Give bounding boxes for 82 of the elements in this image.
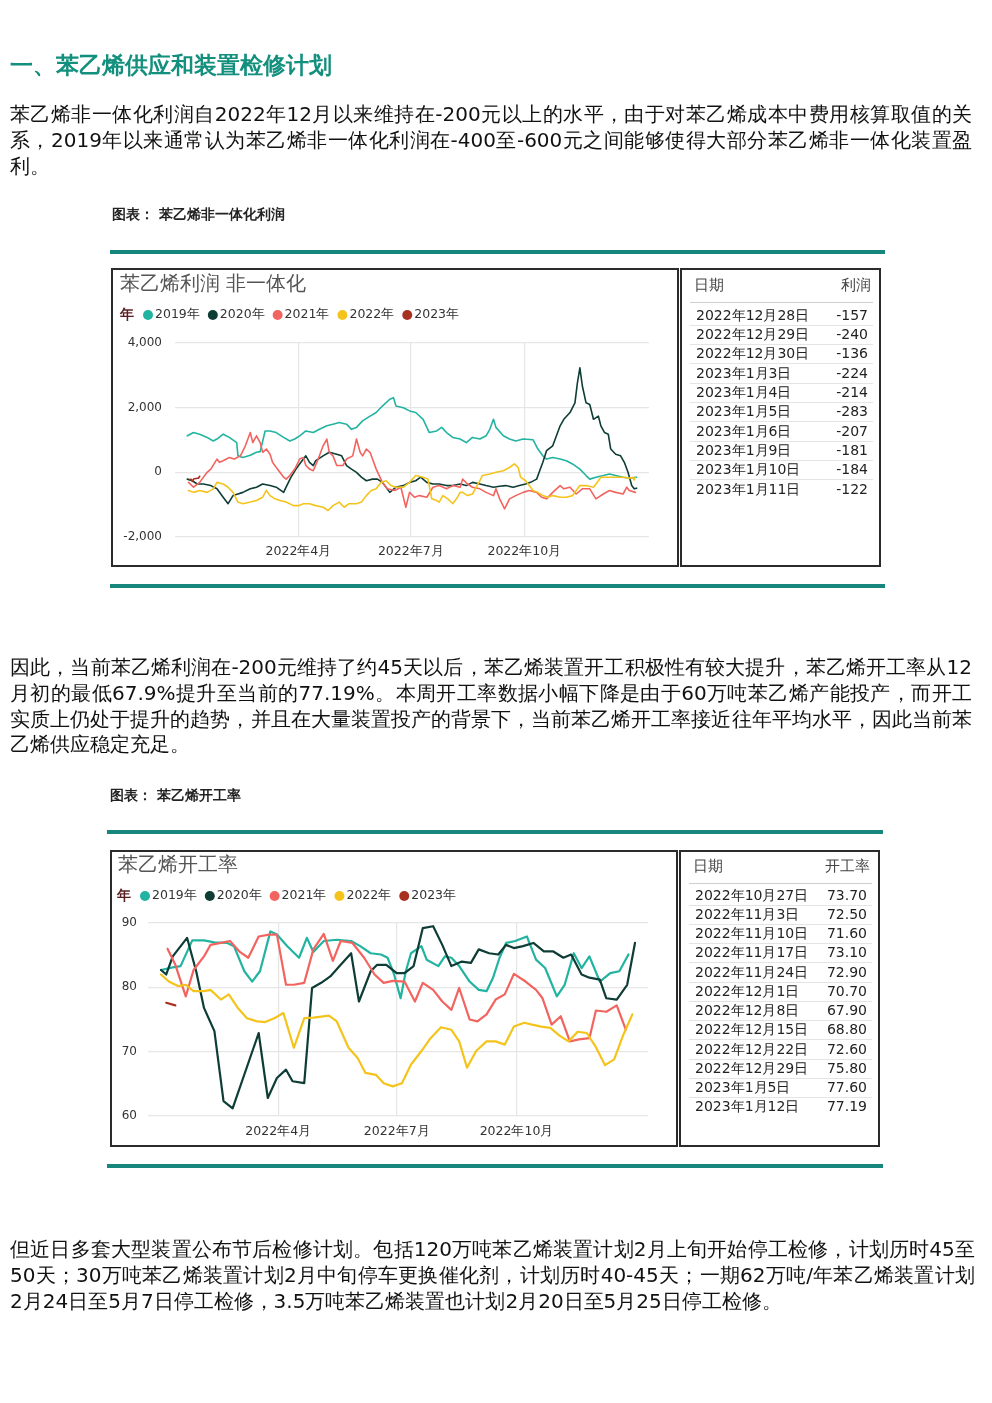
text: 72.50 <box>826 905 867 922</box>
chart-title: 苯乙烯开工率 <box>118 853 238 877</box>
category-label: 2023年1月5日 <box>695 1079 791 1097</box>
y-tick-label: 60 <box>121 1108 137 1123</box>
category-label: 2022年11月10日 <box>695 925 809 943</box>
text: 但近日多套大型装置公布节后检修计划。包括120万吨苯乙烯装置计划2月上旬开始停工检修，计划历时45至50天；30万吨苯乙烯装置计划2月中旬停车更换催化剂，计划历时40-45天；一期62万吨/年苯乙烯装置计划2月24日至5月7日停工检修，3.5万吨苯乙烯装置也计划2月20日至5月25日停工检修。 <box>10 1237 975 1315</box>
category-label: 2022年11月3日 <box>695 905 800 923</box>
category-label: 2022年12月29日 <box>695 1059 809 1077</box>
text: 图表： 苯乙烯开工率 <box>110 786 242 804</box>
data-label: -181 <box>836 441 868 459</box>
category-label: 2022年12月28日 <box>696 306 810 324</box>
text: 图表： 苯乙烯非一体化利润 <box>112 205 286 223</box>
legend-label: 2023年 <box>411 887 457 903</box>
category-label: 2023年1月12日 <box>695 1098 800 1116</box>
chart-title: 苯乙烯利润 非一体化 <box>120 272 307 296</box>
category-label: 2023年1月6日 <box>696 422 792 440</box>
text: 72.90 <box>826 963 867 980</box>
text: 77.19 <box>826 1098 867 1115</box>
legend-label: 2022年 <box>346 887 392 903</box>
category-label: 2023年1月5日 <box>696 403 792 421</box>
data-label: -207 <box>836 422 868 440</box>
category-label: 2022年11月17日 <box>695 944 809 962</box>
y-tick-label: 4,000 <box>127 335 162 350</box>
data-label: -224 <box>836 364 868 382</box>
category-label: 2022年12月30日 <box>696 345 810 363</box>
text: 71.60 <box>826 925 867 942</box>
data-label: -240 <box>836 325 868 343</box>
data-label: -136 <box>836 345 868 363</box>
data-label: -283 <box>836 403 868 421</box>
text: 日期 <box>694 276 724 294</box>
text: 因此，当前苯乙烯利润在-200元维持了约45天以后，苯乙烯装置开工积极性有较大提升，苯乙烯开工率从12月初的最低67.9%提升至当前的77.19%。本周开工率数据小幅下降是由于60万吨苯乙烯产能投产，而开工实质上仍处于提升的趋势，并且在大量装置投产的背景下，当前苯乙烯开工率接近往年平均水平，因此当前苯乙烯供应稳定充足。 <box>10 655 972 759</box>
category-label: 2022年12月22日 <box>695 1040 809 1058</box>
text: 日期 <box>693 857 723 875</box>
legend-label: 2019年 <box>152 887 197 903</box>
y-tick-label: -2,000 <box>123 529 162 544</box>
category-label: 2022年10月27日 <box>695 886 809 904</box>
text: 利润 <box>841 276 871 294</box>
category-label: 2022年12月15日 <box>695 1021 809 1039</box>
data-label: -214 <box>836 383 868 401</box>
legend-label: 2022年 <box>349 306 395 322</box>
data-label: -122 <box>836 480 868 498</box>
x-tick-label: 2022年4月 <box>245 1122 312 1138</box>
legend-label: 2021年 <box>281 887 327 903</box>
category-label: 2023年1月11日 <box>696 480 801 498</box>
legend-title: 年 <box>119 305 134 322</box>
x-tick-label: 2022年4月 <box>265 542 332 558</box>
x-tick-label: 2022年7月 <box>377 542 444 558</box>
x-tick-label: 2022年10月 <box>479 1122 554 1138</box>
text: 一、苯乙烯供应和装置检修计划 <box>10 51 333 79</box>
text: 68.80 <box>826 1021 867 1038</box>
category-label: 2023年1月3日 <box>696 364 792 382</box>
legend-label: 2021年 <box>284 306 330 322</box>
legend-title: 年 <box>116 886 131 903</box>
legend-label: 2020年 <box>216 887 262 903</box>
x-tick-label: 2022年7月 <box>363 1122 430 1138</box>
legend-label: 2019年 <box>155 306 200 322</box>
category-label: 2022年12月29日 <box>696 325 810 343</box>
text: 苯乙烯非一体化利润自2022年12月以来维持在-200元以上的水平，由于对苯乙烯成本中费用核算取值的关系，2019年以来通常认为苯乙烯非一体化利润在-400至-600元之间能够使得大部分苯乙烯非一体化装置盈利。 <box>10 102 972 180</box>
y-tick-label: 0 <box>154 464 162 479</box>
category-label: 2023年1月4日 <box>696 383 792 401</box>
text: 67.90 <box>826 1002 867 1019</box>
y-tick-label: 70 <box>121 1043 137 1058</box>
text: 77.60 <box>826 1079 867 1096</box>
y-tick-label: 80 <box>121 979 137 994</box>
category-label: 2022年12月1日 <box>695 982 800 1000</box>
category-label: 2022年12月8日 <box>695 1002 800 1020</box>
legend-label: 2023年 <box>414 306 460 322</box>
y-tick-label: 2,000 <box>127 399 162 414</box>
category-label: 2023年1月9日 <box>696 441 792 459</box>
data-label: -184 <box>836 461 868 479</box>
category-label: 2023年1月10日 <box>696 461 801 479</box>
text: 70.70 <box>826 982 867 999</box>
text: 73.10 <box>826 944 867 961</box>
x-tick-label: 2022年10月 <box>487 542 562 558</box>
text: 72.60 <box>826 1040 867 1057</box>
legend-label: 2020年 <box>219 306 265 322</box>
text: 73.70 <box>826 886 867 903</box>
y-tick-label: 90 <box>121 915 137 930</box>
category-label: 2022年11月24日 <box>695 963 809 981</box>
data-label: -157 <box>836 306 868 324</box>
text: 开工率 <box>825 857 870 875</box>
text: 75.80 <box>826 1059 867 1076</box>
